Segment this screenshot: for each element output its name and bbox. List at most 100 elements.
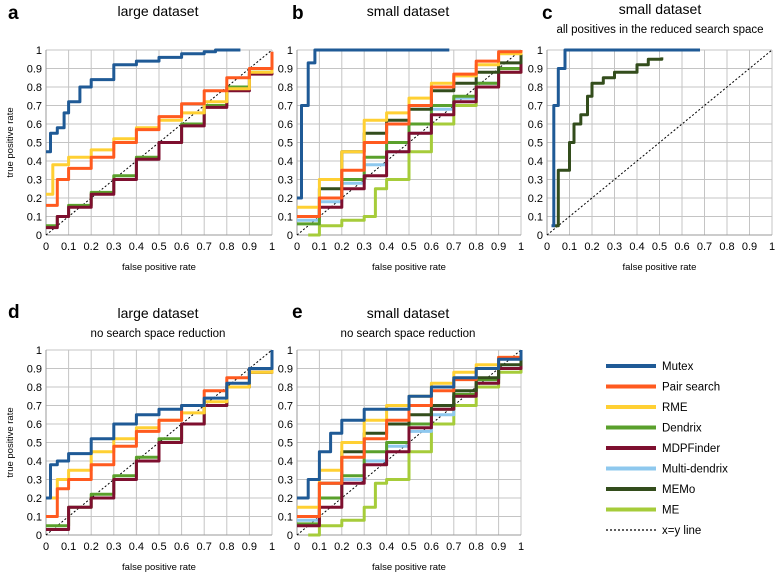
series-mdpf	[297, 355, 523, 528]
y-tick-label: 1	[287, 345, 293, 357]
panel-letter: a	[8, 3, 19, 24]
y-tick-label: 0.1	[278, 512, 293, 524]
panel-subtitle: no search space reduction	[341, 328, 476, 340]
panel-letter: b	[292, 3, 304, 24]
y-tick-label: 0.3	[528, 175, 543, 187]
x-tick-label: 0.2	[334, 241, 349, 253]
x-axis-label: false positive rate	[623, 262, 697, 273]
y-tick-label: 0	[537, 230, 543, 242]
panel-title: large dataset	[118, 305, 199, 321]
legend-label-multi: Multi-dendrix	[662, 464, 728, 476]
x-tick-label: 0.5	[151, 541, 166, 553]
x-tick-label: 0.9	[242, 241, 257, 253]
y-tick-label: 0.5	[528, 138, 543, 150]
x-tick-label: 0.2	[334, 541, 349, 553]
series-mutex	[297, 350, 523, 500]
y-tick-label: 0.7	[27, 101, 42, 113]
y-tick-label: 0	[36, 530, 42, 542]
series-mutex	[46, 350, 274, 500]
panel-letter: e	[292, 302, 303, 323]
x-tick-label: 0.5	[401, 541, 416, 553]
y-axis-label: true positive rate	[5, 107, 16, 177]
y-tick-label: 0.9	[278, 364, 293, 376]
x-tick-label: 0.2	[584, 241, 599, 253]
y-tick-label: 0	[287, 230, 293, 242]
x-tick-label: 0.6	[174, 541, 189, 553]
y-tick-label: 0	[36, 230, 42, 242]
y-tick-label: 0.7	[528, 101, 543, 113]
panel-title: small dataset	[619, 1, 702, 17]
y-tick-label: 0.9	[278, 64, 293, 76]
y-tick-label: 0.4	[278, 456, 293, 468]
y-tick-label: 0.9	[528, 64, 543, 76]
y-tick-label: 1	[36, 345, 42, 357]
x-tick-label: 0.7	[197, 241, 212, 253]
panel-subtitle: all positives in the reduced search spac…	[556, 24, 763, 36]
x-tick-label: 0.9	[491, 241, 506, 253]
x-tick-label: 0.1	[312, 541, 327, 553]
panel-a: a large dataset 0 0.1 0.2 0.3 0.4 0.5 0.6 0.7 0.8 0…	[5, 3, 275, 273]
series-xy	[45, 349, 273, 536]
y-axis-label: true positive rate	[5, 407, 16, 477]
x-tick-label: 0.5	[401, 241, 416, 253]
panel-c: c small dataset all positives in the reduc…	[528, 1, 775, 273]
legend-label-xy: x=y line	[662, 525, 701, 537]
y-tick-label: 0.8	[278, 82, 293, 94]
x-tick-label: 0.8	[219, 241, 234, 253]
x-tick-label: 0.7	[446, 241, 461, 253]
x-tick-label: 0.1	[61, 241, 76, 253]
x-tick-label: 0	[294, 541, 300, 553]
y-tick-label: 0.5	[278, 138, 293, 150]
series-pair	[46, 353, 274, 518]
series-mutex	[297, 48, 450, 200]
x-tick-label: 0.3	[357, 541, 372, 553]
y-tick-label: 0.5	[27, 138, 42, 150]
panel-b: b small dataset 0 0.1 0.2 0.3 0.4 0.5 0.6 0.7 0.8 0…	[278, 3, 524, 273]
y-tick-label: 0.9	[27, 364, 42, 376]
x-tick-label: 0.8	[469, 541, 484, 553]
y-tick-label: 0	[287, 530, 293, 542]
y-tick-label: 0.9	[27, 64, 42, 76]
y-tick-label: 1	[36, 45, 42, 57]
y-tick-label: 1	[287, 45, 293, 57]
y-tick-label: 0.4	[528, 156, 543, 168]
y-tick-label: 0.6	[278, 419, 293, 431]
series-mdpf	[46, 57, 274, 230]
y-tick-label: 0.1	[278, 212, 293, 224]
x-tick-label: 0.6	[174, 241, 189, 253]
x-tick-label: 0.4	[379, 241, 394, 253]
panel-e: e small dataset no search space reduction 0…	[278, 302, 524, 573]
y-tick-label: 0.8	[278, 382, 293, 394]
x-axis-label: false positive rate	[122, 562, 196, 573]
x-tick-label: 0.8	[219, 541, 234, 553]
x-tick-label: 0.3	[106, 241, 121, 253]
y-tick-label: 0.4	[27, 156, 42, 168]
legend-label-me: ME	[662, 505, 680, 517]
x-tick-label: 0.1	[312, 241, 327, 253]
y-tick-label: 0.5	[278, 438, 293, 450]
y-tick-label: 0.1	[27, 212, 42, 224]
series-mutex	[46, 48, 241, 154]
x-tick-label: 0.6	[424, 241, 439, 253]
legend-label-memo: MEMo	[662, 484, 695, 496]
series-me	[308, 355, 523, 537]
y-tick-label: 0.3	[278, 175, 293, 187]
y-tick-label: 0.2	[278, 193, 293, 205]
x-tick-label: 0.5	[652, 241, 667, 253]
y-tick-label: 0.8	[27, 82, 42, 94]
y-tick-label: 0.4	[27, 456, 42, 468]
x-tick-label: 0.4	[129, 541, 144, 553]
legend-label-mutex: Mutex	[662, 361, 694, 373]
x-tick-label: 0.9	[742, 241, 757, 253]
x-tick-label: 0	[544, 241, 550, 253]
legend: Mutex Pair search RME Dendrix MDPFinder Multi…	[606, 361, 728, 537]
series-pair	[46, 51, 274, 207]
x-tick-label: 0.6	[674, 241, 689, 253]
series-memo	[553, 57, 664, 228]
x-tick-label: 0	[43, 541, 49, 553]
legend-label-dendrix: Dendrix	[662, 423, 702, 435]
x-tick-label: 0.3	[357, 241, 372, 253]
x-tick-label: 0.1	[562, 241, 577, 253]
panel-title: small dataset	[367, 305, 450, 321]
